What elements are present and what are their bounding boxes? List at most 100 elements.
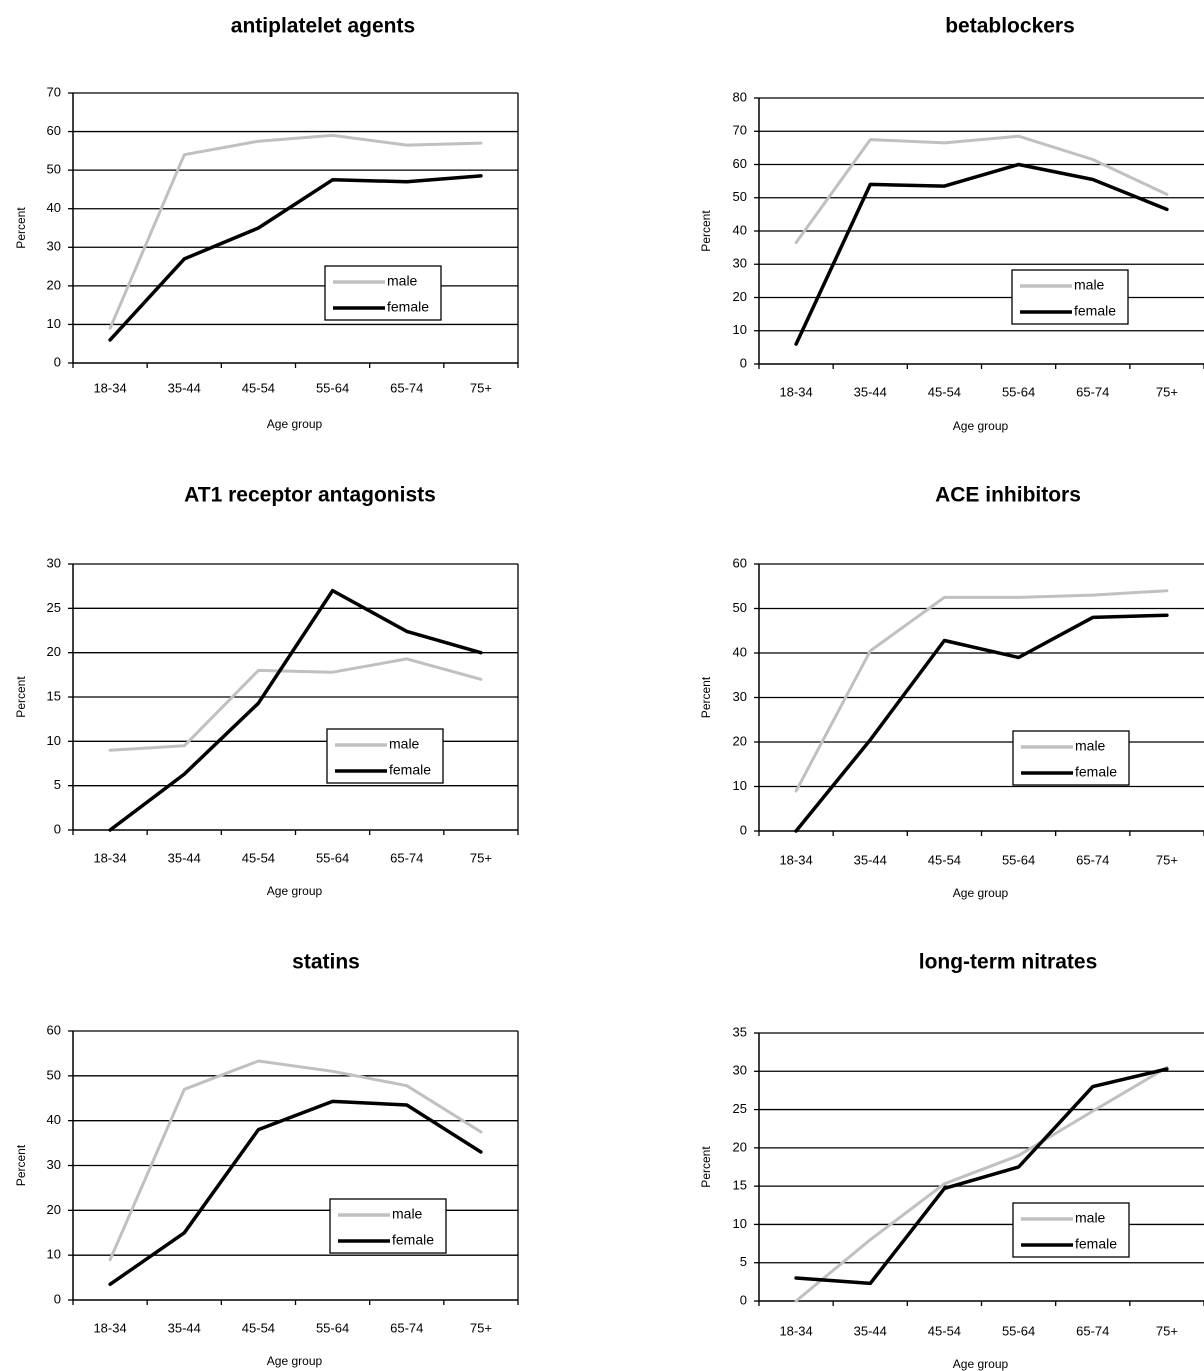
legend: male female: [1012, 1202, 1130, 1258]
y-tick-label: 40: [733, 644, 747, 659]
x-tick-label: 45-54: [242, 380, 275, 395]
chart-statins: statins 0 10 20 30 40 50 60 18-34 35-44 45-54 55-64…: [14, 951, 519, 1368]
y-tick-label: 80: [733, 89, 747, 104]
legend-box: [1011, 269, 1129, 325]
y-tick-label: 60: [733, 156, 747, 171]
x-tick-label: 55-64: [316, 380, 349, 395]
chart-betablockers: betablockers 0 10 20 30 40 50 60 70 80 18-34 35-44 4…: [699, 15, 1204, 433]
legend-label-female: female: [389, 762, 431, 778]
y-tick-label: 0: [740, 1292, 747, 1307]
legend-label-male: male: [1075, 1210, 1106, 1226]
x-tick-label: 45-54: [928, 384, 961, 399]
chart-long-term-nitrates: long-term nitrates 0 5 10 15 20 25 30 35 18-34 35-…: [699, 951, 1204, 1371]
legend-label-male: male: [392, 1206, 423, 1222]
legend: male female: [1012, 730, 1130, 786]
x-tick-label: 55-64: [1002, 852, 1035, 867]
legend: male female: [1011, 269, 1129, 325]
y-tick-label: 20: [733, 1139, 747, 1154]
x-tick-label: 45-54: [928, 1323, 961, 1338]
x-tick-label: 35-44: [854, 852, 887, 867]
y-tick-label: 10: [733, 778, 747, 793]
y-tick-label: 30: [47, 239, 61, 254]
legend-box: [326, 728, 444, 784]
y-tick-label: 70: [47, 84, 61, 99]
chart-title: antiplatelet agents: [231, 15, 415, 38]
legend-box: [329, 1198, 447, 1254]
x-tick-label: 35-44: [168, 850, 201, 865]
legend-label-female: female: [1075, 764, 1117, 780]
x-axis-label: Age group: [267, 417, 323, 431]
y-tick-label: 20: [733, 733, 747, 748]
x-tick-label: 18-34: [93, 1320, 126, 1335]
x-tick-label: 55-64: [1002, 384, 1035, 399]
y-tick-label: 0: [54, 1291, 61, 1306]
y-axis-label: Percent: [699, 210, 713, 252]
legend-label-male: male: [387, 273, 418, 289]
y-tick-label: 0: [740, 822, 747, 837]
x-axis-label: Age group: [953, 886, 1009, 900]
legend-label-female: female: [1074, 303, 1116, 319]
x-tick-label: 18-34: [779, 384, 812, 399]
y-tick-label: 35: [733, 1024, 747, 1039]
y-tick-label: 30: [47, 555, 61, 570]
y-tick-label: 10: [47, 733, 61, 748]
x-tick-label: 45-54: [242, 850, 275, 865]
legend: male female: [329, 1198, 447, 1254]
y-tick-label: 30: [733, 1063, 747, 1078]
y-tick-label: 20: [47, 1202, 61, 1217]
chart-title: statins: [292, 951, 360, 974]
x-tick-label: 55-64: [316, 850, 349, 865]
x-tick-label: 65-74: [1076, 852, 1109, 867]
y-tick-label: 40: [733, 222, 747, 237]
x-tick-label: 45-54: [928, 852, 961, 867]
y-tick-label: 50: [47, 1067, 61, 1082]
y-tick-label: 0: [54, 821, 61, 836]
y-tick-label: 20: [47, 644, 61, 659]
x-tick-label: 75+: [1156, 852, 1178, 867]
series-line-male: [794, 589, 1169, 793]
y-tick-label: 10: [47, 1247, 61, 1262]
x-tick-label: 18-34: [779, 852, 812, 867]
y-tick-label: 40: [47, 200, 61, 215]
y-tick-label: 50: [47, 162, 61, 177]
y-tick-label: 30: [733, 256, 747, 271]
y-tick-label: 60: [733, 555, 747, 570]
x-tick-label: 35-44: [168, 1320, 201, 1335]
x-tick-label: 45-54: [242, 1320, 275, 1335]
y-tick-label: 70: [733, 123, 747, 138]
chart-antiplatelet-agents: antiplatelet agents 0 10 20 30 40 50 60 70 18-34 3…: [14, 15, 519, 431]
series-line-male: [108, 133, 483, 330]
x-tick-label: 55-64: [1002, 1323, 1035, 1338]
x-tick-label: 75+: [1156, 384, 1178, 399]
series-line-male: [794, 134, 1169, 245]
series-line-female: [108, 1099, 483, 1287]
y-axis-label: Percent: [14, 676, 28, 718]
chart-at1-receptor-antagonists: AT1 receptor antagonists 0 5 10 15 20 25 30 18-3…: [14, 484, 519, 898]
x-tick-label: 55-64: [316, 1320, 349, 1335]
x-tick-label: 65-74: [1076, 384, 1109, 399]
chart-title: ACE inhibitors: [935, 484, 1081, 507]
y-tick-label: 5: [54, 777, 61, 792]
legend-box: [1012, 730, 1130, 786]
legend-label-female: female: [392, 1232, 434, 1248]
x-tick-label: 18-34: [93, 850, 126, 865]
y-axis-label: Percent: [699, 676, 713, 718]
x-axis-label: Age group: [953, 1357, 1009, 1371]
legend-label-female: female: [387, 299, 429, 315]
y-tick-label: 25: [733, 1101, 747, 1116]
y-tick-label: 50: [733, 189, 747, 204]
chart-title: betablockers: [945, 15, 1075, 38]
series-line-male: [794, 1066, 1169, 1303]
y-axis-label: Percent: [699, 1146, 713, 1188]
legend-label-female: female: [1075, 1236, 1117, 1252]
y-tick-label: 40: [47, 1112, 61, 1127]
chart-ace-inhibitors: ACE inhibitors 0 10 20 30 40 50 60 18-34 35-44 45-…: [699, 484, 1204, 900]
y-tick-label: 0: [54, 354, 61, 369]
chart-title: long-term nitrates: [919, 951, 1098, 974]
y-axis-label: Percent: [14, 1144, 28, 1186]
chart-title: AT1 receptor antagonists: [184, 484, 436, 507]
legend: male female: [326, 728, 444, 784]
x-tick-label: 18-34: [93, 380, 126, 395]
legend-label-male: male: [1074, 277, 1105, 293]
